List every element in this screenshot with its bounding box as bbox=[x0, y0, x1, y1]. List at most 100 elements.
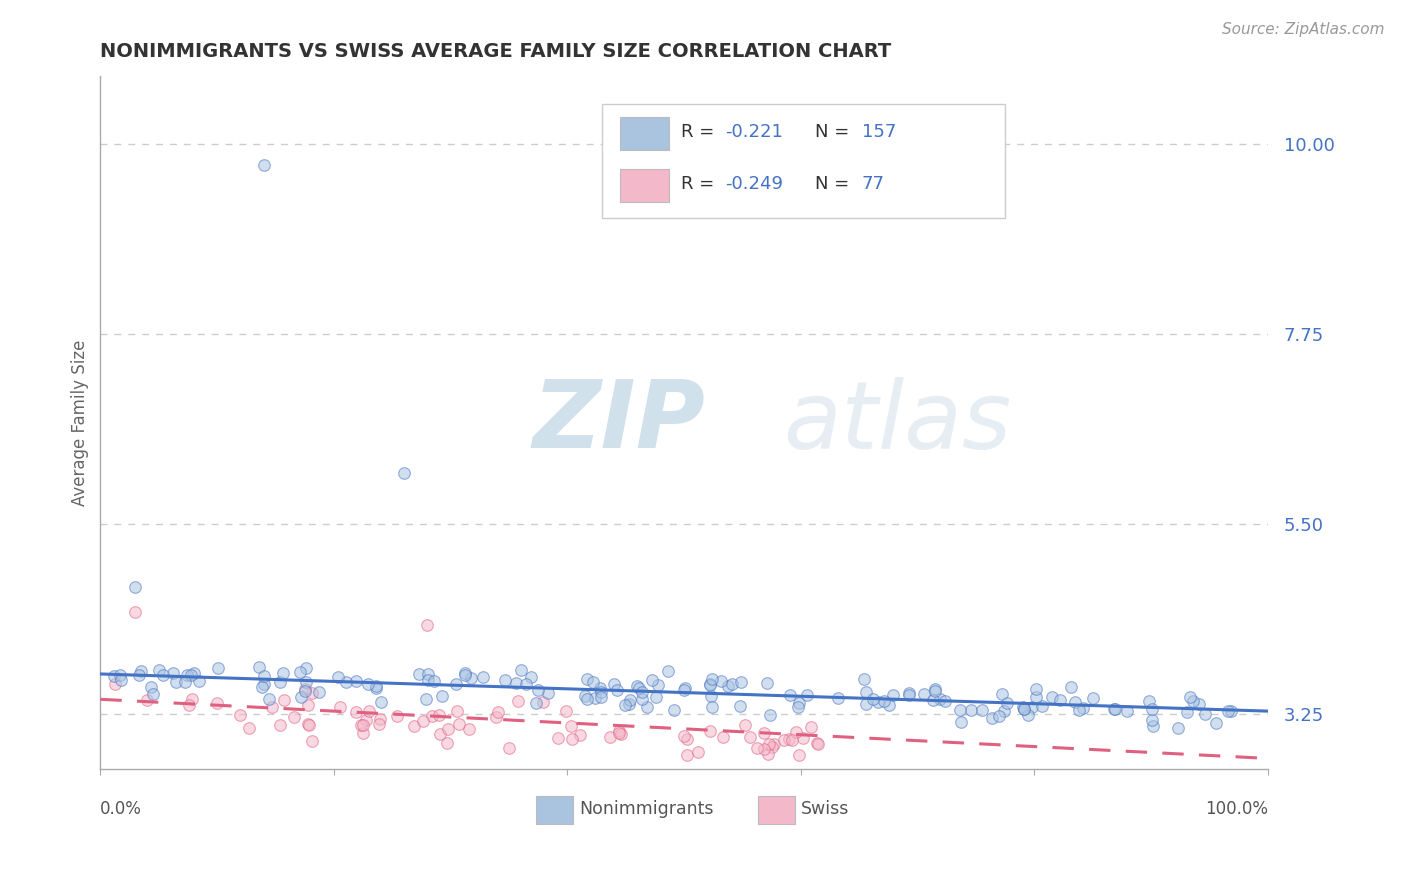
Point bbox=[110, 673, 132, 687]
Point bbox=[344, 705, 367, 719]
Text: NONIMMIGRANTS VS SWISS AVERAGE FAMILY SIZE CORRELATION CHART: NONIMMIGRANTS VS SWISS AVERAGE FAMILY SI… bbox=[100, 42, 891, 61]
Point bbox=[866, 694, 889, 708]
Point bbox=[436, 736, 458, 750]
Point bbox=[350, 717, 373, 731]
Point bbox=[537, 686, 560, 700]
Point bbox=[686, 745, 709, 759]
Point bbox=[993, 704, 1015, 718]
Point bbox=[294, 683, 316, 698]
Point bbox=[415, 691, 437, 706]
Point bbox=[1071, 701, 1094, 715]
Point bbox=[506, 694, 529, 708]
Point bbox=[297, 717, 319, 731]
Point bbox=[1142, 713, 1164, 727]
Point bbox=[1069, 703, 1091, 717]
Point bbox=[782, 732, 804, 747]
Point bbox=[416, 618, 439, 632]
Point bbox=[934, 693, 956, 707]
Point bbox=[427, 707, 450, 722]
Point bbox=[619, 698, 641, 712]
Point bbox=[335, 674, 357, 689]
Point bbox=[800, 720, 823, 734]
Point bbox=[700, 699, 723, 714]
Point bbox=[657, 664, 679, 678]
Point bbox=[509, 663, 531, 677]
Point bbox=[1142, 702, 1164, 716]
Point bbox=[364, 681, 387, 695]
Point bbox=[290, 665, 312, 679]
Point bbox=[290, 690, 312, 705]
Point bbox=[806, 736, 828, 750]
Point bbox=[745, 740, 768, 755]
Point bbox=[238, 721, 260, 735]
Text: 77: 77 bbox=[862, 175, 884, 194]
Point bbox=[1063, 695, 1085, 709]
Point bbox=[728, 698, 751, 713]
Point bbox=[367, 716, 389, 731]
Point bbox=[1012, 702, 1035, 716]
Text: Swiss: Swiss bbox=[801, 800, 849, 818]
Point bbox=[437, 722, 460, 736]
Text: -0.221: -0.221 bbox=[725, 123, 783, 141]
Point bbox=[444, 677, 467, 691]
Point bbox=[785, 725, 807, 739]
Point bbox=[297, 717, 319, 731]
Point bbox=[301, 734, 323, 748]
Point bbox=[273, 693, 295, 707]
Point bbox=[1188, 697, 1211, 711]
Point bbox=[148, 663, 170, 677]
Point bbox=[180, 668, 202, 682]
Point bbox=[457, 723, 479, 737]
Point bbox=[720, 677, 742, 691]
Point bbox=[429, 727, 451, 741]
Point bbox=[253, 677, 276, 691]
Text: R =: R = bbox=[681, 123, 720, 141]
Point bbox=[162, 666, 184, 681]
Point bbox=[827, 691, 849, 706]
Point bbox=[329, 700, 352, 714]
Point bbox=[631, 685, 654, 699]
Point bbox=[124, 580, 146, 594]
Point bbox=[142, 686, 165, 700]
Point bbox=[921, 693, 943, 707]
Point bbox=[599, 730, 621, 744]
Point bbox=[485, 709, 508, 723]
Point bbox=[645, 690, 668, 705]
Point bbox=[454, 666, 477, 681]
Point bbox=[228, 708, 250, 723]
Point bbox=[778, 732, 800, 747]
Point bbox=[1142, 719, 1164, 733]
Point bbox=[898, 688, 921, 702]
Point bbox=[446, 704, 468, 718]
Y-axis label: Average Family Size: Average Family Size bbox=[72, 339, 89, 506]
Text: N =: N = bbox=[815, 123, 855, 141]
Point bbox=[252, 669, 274, 683]
Point bbox=[672, 682, 695, 697]
Point bbox=[924, 682, 946, 697]
Point bbox=[269, 674, 291, 689]
Point bbox=[582, 675, 605, 690]
Point bbox=[589, 690, 612, 705]
Point bbox=[295, 660, 318, 674]
Point bbox=[1178, 690, 1201, 704]
Point bbox=[807, 737, 830, 751]
Point bbox=[354, 713, 377, 727]
Point bbox=[422, 708, 444, 723]
Point bbox=[676, 732, 699, 747]
Point bbox=[787, 699, 810, 714]
Point bbox=[752, 726, 775, 740]
Point bbox=[423, 673, 446, 688]
Point bbox=[672, 729, 695, 743]
Point bbox=[699, 724, 721, 739]
Point bbox=[1205, 716, 1227, 731]
Text: ZIP: ZIP bbox=[533, 376, 706, 468]
Point bbox=[606, 682, 628, 697]
Point bbox=[754, 742, 776, 756]
Point bbox=[1081, 691, 1104, 706]
Text: N =: N = bbox=[815, 175, 855, 194]
Point bbox=[734, 718, 756, 732]
Point bbox=[995, 696, 1018, 710]
Point bbox=[949, 702, 972, 716]
Point bbox=[613, 698, 636, 713]
Point bbox=[352, 726, 374, 740]
